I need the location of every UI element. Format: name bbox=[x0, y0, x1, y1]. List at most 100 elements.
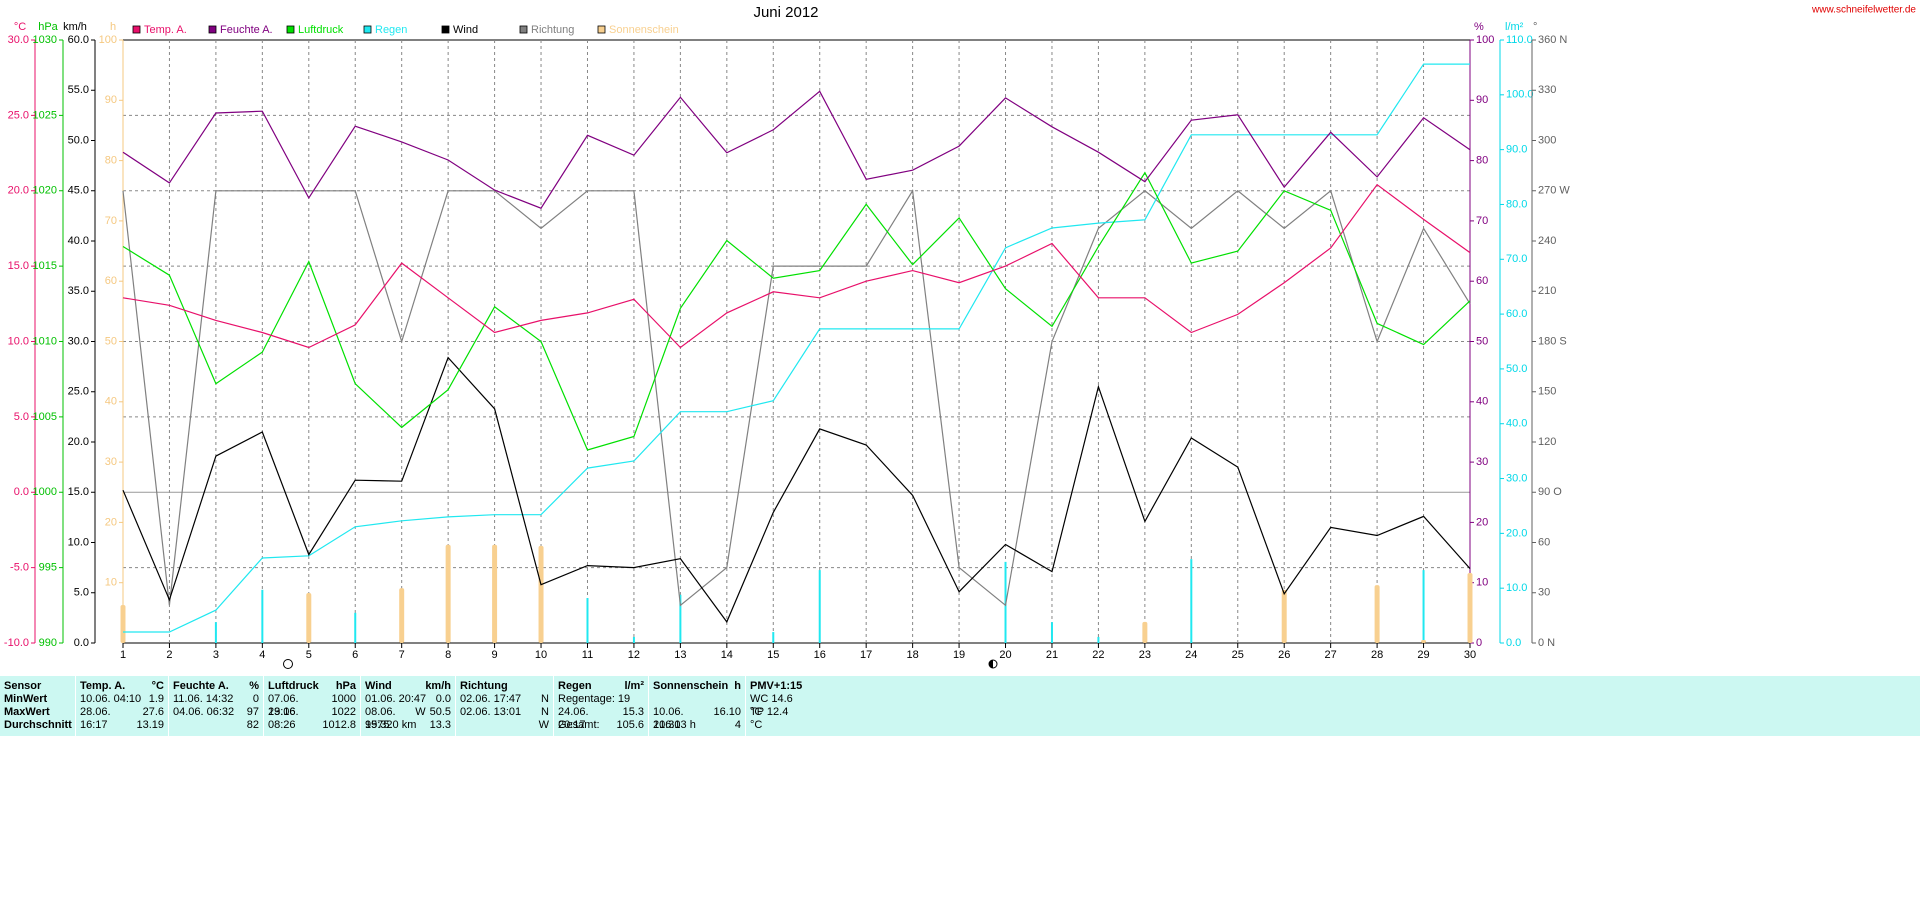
row-label: Sensor bbox=[4, 680, 71, 693]
table-text: 15.3 bbox=[622, 706, 644, 718]
series-line bbox=[122, 183, 1471, 349]
rain-bar bbox=[1050, 622, 1053, 643]
y-tick-label: 1025 bbox=[33, 109, 57, 121]
sunshine-bar bbox=[399, 588, 405, 643]
y-tick-label: 270 W bbox=[1538, 185, 1570, 197]
table-text: 16.10 bbox=[713, 706, 741, 718]
y-tick-label: 30 bbox=[1476, 456, 1488, 468]
row-label: MinWert bbox=[4, 693, 71, 706]
legend-label: Temp. A. bbox=[144, 24, 187, 36]
column-header: PMV+1:15 bbox=[750, 680, 802, 693]
table-text: 4 bbox=[734, 719, 741, 731]
series-line bbox=[123, 63, 1470, 633]
y-tick-label: 1015 bbox=[33, 260, 57, 272]
table-text: Durchschnitt bbox=[4, 719, 72, 731]
table-cell: 82 bbox=[173, 719, 259, 732]
legend-label: Luftdruck bbox=[298, 24, 344, 36]
table-cell: W bbox=[460, 719, 549, 732]
rain-bar bbox=[354, 612, 357, 643]
table-text: 24.06. 20:17 bbox=[558, 706, 589, 731]
table-text: N bbox=[541, 706, 549, 718]
legend-swatch bbox=[132, 25, 141, 34]
table-text: Regen bbox=[558, 680, 592, 692]
stats-table: Sensor MinWert MaxWert Durchschnitt Temp. A.… bbox=[0, 676, 1920, 736]
legend-swatch bbox=[597, 25, 606, 34]
y-tick-label: 1020 bbox=[33, 185, 57, 197]
table-text: 28.06. 16:17 bbox=[80, 706, 111, 731]
table-text: MaxWert bbox=[4, 706, 50, 718]
y-tick-label: -5.0 bbox=[10, 562, 29, 574]
y-tick-label: 30 bbox=[1538, 587, 1550, 599]
table-cell bbox=[653, 693, 741, 706]
row-label: Durchschnitt bbox=[4, 719, 72, 732]
table-text: 13.19 bbox=[136, 719, 164, 731]
y-tick-label: 1010 bbox=[33, 335, 57, 347]
x-tick-label: 6 bbox=[352, 649, 358, 661]
y-tick-label: 25.0 bbox=[8, 109, 29, 121]
sunshine-bar bbox=[492, 544, 498, 643]
x-tick-label: 2 bbox=[166, 649, 172, 661]
sunshine-bar bbox=[538, 545, 544, 643]
table-text: 1012.8 bbox=[322, 719, 356, 731]
y-tick-label: 80 bbox=[105, 155, 117, 167]
table-text: 10.06. 21:31 bbox=[653, 706, 684, 731]
column-header: Richtung bbox=[460, 680, 549, 693]
axis-unit: ° bbox=[1533, 21, 1537, 33]
x-tick-label: 15 bbox=[767, 649, 779, 661]
table-cell: Regentage: 19 bbox=[558, 693, 644, 706]
table-text bbox=[268, 719, 318, 732]
table-text: 27.6 bbox=[142, 706, 164, 718]
y-tick-label: 15.0 bbox=[8, 260, 29, 272]
y-tick-label: 110.0 bbox=[1506, 34, 1533, 46]
x-tick-label: 23 bbox=[1139, 649, 1151, 661]
table-text: °C bbox=[151, 680, 164, 692]
x-tick-label: 4 bbox=[259, 649, 265, 661]
y-tick-label: 90 O bbox=[1538, 486, 1562, 498]
sunshine-bar bbox=[1281, 589, 1287, 643]
y-tick-label: 10.0 bbox=[8, 335, 29, 347]
table-text: WC 14.6 °C bbox=[750, 693, 793, 718]
y-tick-label: 80.0 bbox=[1506, 198, 1527, 210]
rain-bar bbox=[818, 570, 821, 643]
rain-bar bbox=[586, 598, 589, 643]
x-tick-label: 17 bbox=[860, 649, 872, 661]
chart-title: Juni 2012 bbox=[753, 4, 818, 21]
table-text: 97 bbox=[246, 706, 259, 718]
table-text bbox=[80, 719, 132, 732]
x-tick-label: 12 bbox=[628, 649, 640, 661]
y-tick-label: 30 bbox=[105, 456, 117, 468]
y-tick-label: 0 N bbox=[1538, 637, 1555, 649]
table-text: 0 bbox=[252, 693, 259, 705]
table-text: 11.06. 14:32 bbox=[173, 693, 234, 705]
y-tick-label: 0 bbox=[1476, 637, 1482, 649]
y-tick-label: 20.0 bbox=[8, 185, 29, 197]
y-tick-label: 100 bbox=[1476, 34, 1494, 46]
series-line bbox=[122, 356, 1471, 624]
y-tick-label: 60 bbox=[1476, 275, 1488, 287]
series-line bbox=[122, 171, 1471, 451]
table-cell: 28.06. 16:17 27.6 bbox=[80, 706, 164, 731]
table-text: Feuchte A. bbox=[173, 680, 229, 692]
series-line bbox=[122, 189, 1471, 607]
y-tick-label: 5.0 bbox=[74, 587, 89, 599]
y-tick-label: 10 bbox=[105, 577, 117, 589]
y-tick-label: 35.0 bbox=[68, 285, 89, 297]
table-text: 1.9 bbox=[148, 693, 164, 705]
y-tick-label: 0.0 bbox=[1506, 637, 1521, 649]
y-tick-label: 25.0 bbox=[68, 386, 89, 398]
table-cell: 11.06. 14:32 0 bbox=[173, 693, 259, 706]
column-header: Luftdruck hPa bbox=[268, 680, 356, 693]
legend-label: Wind bbox=[453, 24, 478, 36]
x-tick-label: 5 bbox=[306, 649, 312, 661]
table-column: Wind km/h 01.06. 20:47 0.0 08.06. 19:32 W 50.5… bbox=[360, 676, 455, 736]
table-text: h bbox=[734, 680, 741, 692]
rain-bar bbox=[1190, 559, 1193, 643]
rain-bar bbox=[214, 622, 217, 643]
y-tick-label: 10 bbox=[1476, 577, 1488, 589]
table-text: W bbox=[538, 719, 549, 731]
table-column: Richtung 02.06. 17:47 N 02.06. 13:01 N W bbox=[455, 676, 553, 736]
x-tick-label: 19 bbox=[953, 649, 965, 661]
y-tick-label: 70 bbox=[1476, 215, 1488, 227]
legend-swatch bbox=[286, 25, 295, 34]
